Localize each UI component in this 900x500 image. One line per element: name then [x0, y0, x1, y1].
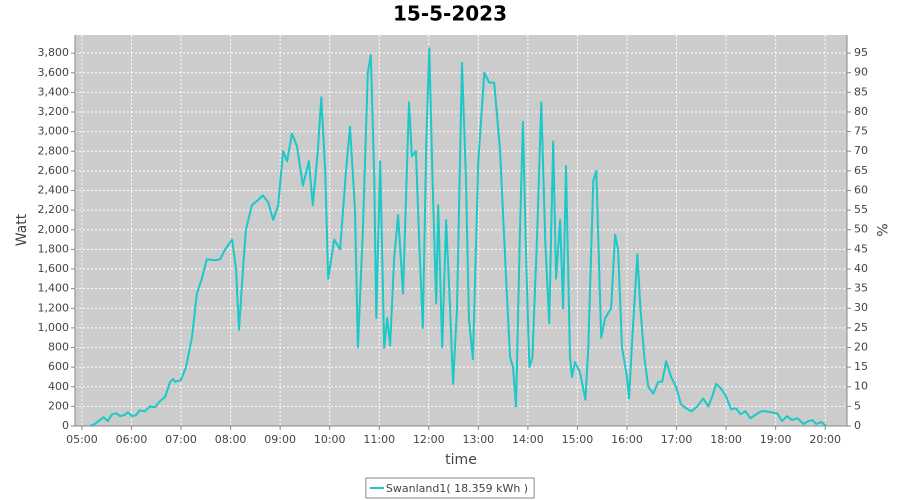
y2-tick-label: 35: [854, 282, 868, 295]
x-tick-label: 15:00: [562, 433, 594, 446]
x-tick-label: 13:00: [462, 433, 494, 446]
y2-tick-label: 75: [854, 125, 868, 138]
y2-tick-label: 95: [854, 46, 868, 59]
y2-tick-label: 0: [854, 419, 861, 432]
x-tick-label: 18:00: [710, 433, 742, 446]
y-tick-label: 2,000: [38, 223, 70, 236]
chart-title: 15-5-2023: [393, 2, 507, 26]
y-tick-label: 3,200: [38, 105, 70, 118]
x-tick-label: 12:00: [413, 433, 445, 446]
y2-tick-label: 30: [854, 301, 868, 314]
y-tick-label: 2,800: [38, 144, 70, 157]
y-tick-label: 1,400: [38, 282, 70, 295]
x-tick-label: 19:00: [760, 433, 792, 446]
x-tick-label: 20:00: [809, 433, 841, 446]
y2-tick-label: 5: [854, 399, 861, 412]
y-tick-label: 200: [48, 399, 69, 412]
y-tick-label: 1,600: [38, 262, 70, 275]
y2-tick-label: 85: [854, 85, 868, 98]
y2-tick-label: 20: [854, 340, 868, 353]
x-tick-label: 11:00: [363, 433, 395, 446]
y2-tick-label: 60: [854, 183, 868, 196]
y-tick-label: 2,400: [38, 184, 70, 197]
y-tick-label: 3,400: [38, 85, 70, 98]
y2-tick-label: 40: [854, 262, 868, 275]
y-tick-label: 0: [62, 419, 69, 432]
x-tick-label: 14:00: [512, 433, 544, 446]
y2-tick-label: 55: [854, 203, 868, 216]
legend-label: Swanland1( 18.359 kWh ): [386, 482, 528, 495]
data-line: [89, 47, 827, 427]
y2-tick-label: 25: [854, 321, 868, 334]
y2-tick-label: 70: [854, 144, 868, 157]
x-tick-label: 05:00: [66, 433, 98, 446]
x-axis-label: time: [445, 452, 477, 468]
y-tick-label: 2,600: [38, 164, 70, 177]
x-tick-label: 07:00: [165, 433, 197, 446]
y-tick-label: 3,600: [38, 66, 70, 79]
y2-tick-label: 80: [854, 105, 868, 118]
y2-tick-label: 45: [854, 242, 868, 255]
x-tick-label: 17:00: [661, 433, 693, 446]
y2-tick-label: 10: [854, 380, 868, 393]
y-tick-label: 3,800: [38, 46, 70, 59]
y2-tick-label: 50: [854, 223, 868, 236]
y2-tick-label: 65: [854, 164, 868, 177]
y-tick-label: 800: [48, 341, 69, 354]
y2-tick-label: 15: [854, 360, 868, 373]
y-tick-label: 3,000: [38, 125, 70, 138]
x-tick-label: 06:00: [116, 433, 148, 446]
y-tick-label: 600: [48, 360, 69, 373]
x-tick-label: 09:00: [264, 433, 296, 446]
x-tick-label: 16:00: [611, 433, 643, 446]
y-tick-label: 1,000: [38, 321, 70, 334]
y-tick-label: 400: [48, 380, 69, 393]
x-tick-label: 10:00: [314, 433, 346, 446]
y-tick-label: 1,200: [38, 301, 70, 314]
y-axis-label: Watt: [14, 213, 30, 246]
y2-tick-label: 90: [854, 66, 868, 79]
y-tick-label: 1,800: [38, 242, 70, 255]
x-tick-label: 08:00: [215, 433, 247, 446]
legend-box: [365, 477, 535, 499]
y-tick-label: 2,200: [38, 203, 70, 216]
y2-axis-label: %: [873, 223, 889, 236]
